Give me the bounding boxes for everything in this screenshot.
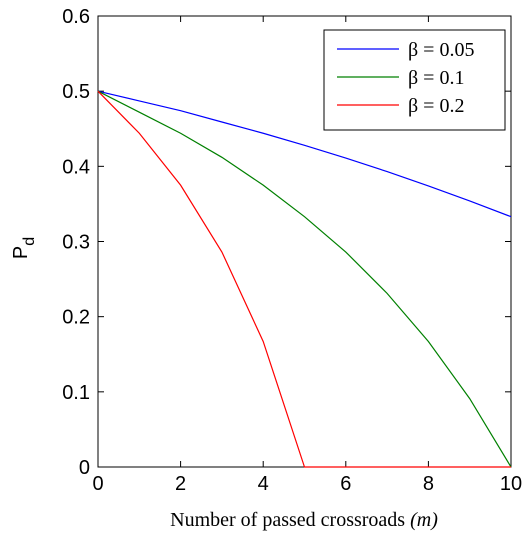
y-tick-label: 0.2 [62, 307, 90, 329]
legend-box [323, 29, 506, 131]
x-tick-label: 6 [340, 473, 351, 495]
x-tick-label: 10 [500, 473, 522, 495]
series-line-3 [97, 90, 511, 468]
series-line-2 [97, 90, 512, 468]
legend-label-2: β = 0.1 [408, 67, 464, 89]
y-tick-label: 0.4 [62, 156, 90, 178]
legend-label-3: β = 0.2 [408, 95, 464, 117]
y-tick-label: 0.1 [62, 382, 90, 404]
y-ticks: 0 0.1 0.2 0.3 0.4 0.5 0.6 [62, 6, 511, 479]
y-tick-label: 0 [79, 457, 90, 479]
x-tick-label: 2 [175, 473, 186, 495]
x-tick-label: 8 [423, 473, 434, 495]
x-tick-label: 4 [258, 473, 269, 495]
legend: β = 0.05 β = 0.1 β = 0.2 [323, 29, 506, 131]
y-axis-title: Pd [10, 237, 38, 259]
series-line-1 [97, 90, 512, 218]
y-tick-label: 0.3 [62, 232, 90, 254]
series-lines [97, 90, 512, 468]
x-axis-title: Number of passed crossroads (m) [170, 509, 438, 531]
x-tick-label: 0 [92, 473, 103, 495]
y-tick-label: 0.6 [62, 6, 90, 28]
legend-label-1: β = 0.05 [408, 39, 474, 61]
y-tick-label: 0.5 [62, 81, 90, 103]
x-ticks: 0 2 4 6 8 10 [92, 16, 522, 495]
